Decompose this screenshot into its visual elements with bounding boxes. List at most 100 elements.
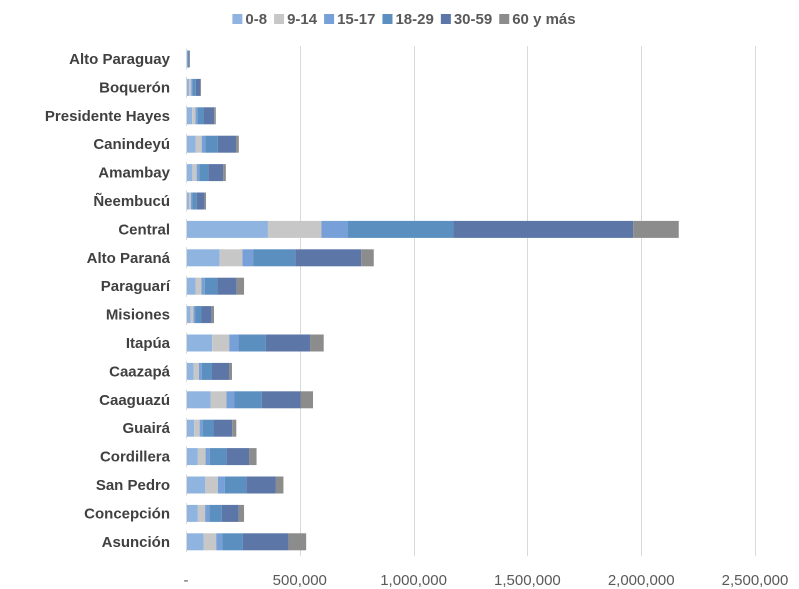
bar-segment [186,306,191,324]
bar-segment [188,192,192,210]
bar-segment [223,164,226,182]
legend-item: 30-59 [440,11,492,28]
legend-item: 9-14 [274,11,318,28]
bar-segment [189,78,192,96]
bar-segment [232,419,237,437]
x-tick-label: 500,000 [273,572,327,589]
bar-segment [205,135,218,153]
bar-segment [186,164,193,182]
bar-segment [194,419,200,437]
bar-segment [199,164,209,182]
bar-segment [238,504,245,522]
bar-segment [211,362,230,380]
bar-segment [196,192,205,210]
category-label: Concepción [84,505,170,522]
bar-segment [265,334,311,352]
x-tick-label: 1,000,000 [380,572,447,589]
bars [186,48,679,553]
bar-segment [242,533,289,551]
category-label: Guairá [122,420,170,437]
legend-swatch [324,14,335,24]
bar-segment [195,135,202,153]
bar-segment [216,533,223,551]
bar-segment [238,334,266,352]
bar-segment [229,362,232,380]
category-label: San Pedro [96,477,170,494]
bar-segment [186,533,204,551]
bar-segment [275,476,284,494]
bar-segment [196,164,200,182]
bar-segment [186,192,189,210]
bar-segment [222,533,243,551]
bar-segment [190,306,194,324]
category-label: Misiones [106,307,170,324]
bar-segment [186,419,195,437]
bar-segment [192,107,196,125]
bar-segment [221,504,239,522]
bar-segment [204,192,207,210]
bar-segment [186,220,268,238]
bar-segment [186,78,190,96]
legend-item: 18-29 [382,11,434,28]
bar-segment [201,306,212,324]
x-gridlines [300,46,756,556]
bar-segment [261,391,301,409]
bar-segment [209,504,222,522]
bar-segment [202,419,214,437]
bar-segment [234,391,262,409]
bar-segment [210,391,227,409]
category-label: Ñeembucú [93,192,170,210]
bar-segment [197,504,206,522]
bar-segment [217,277,237,295]
bar-segment [226,391,235,409]
bar-segment [226,448,250,466]
bar-segment [201,135,206,153]
legend-label: 15-17 [337,11,375,28]
category-label: Presidente Hayes [45,108,170,125]
x-tick-label: 2,000,000 [608,572,675,589]
x-axis-tick-labels: - 500,000 1,000,000 1,500,000 2,000,000 2,500… [184,572,789,589]
category-label: Alto Paraguay [69,51,171,68]
bar-segment [201,362,212,380]
legend-label: 0-8 [245,11,267,28]
bar-segment [217,135,237,153]
bar-segment [361,249,374,267]
legend-item: 0-8 [232,11,267,28]
bar-segment [211,306,214,324]
bar-segment [300,391,314,409]
bar-segment [192,192,197,210]
category-label: Itapúa [126,335,171,352]
bar-segment [229,334,239,352]
bar-segment [186,391,211,409]
bar-segment [246,476,276,494]
bar-segment [200,78,202,96]
bar-segment [193,362,199,380]
legend-label: 60 y más [512,11,575,28]
bar-segment [186,448,198,466]
category-label: Caazapá [109,363,171,380]
bar-segment [192,164,197,182]
bar-segment [217,476,225,494]
bar-segment [186,249,220,267]
bar-segment [186,504,198,522]
bar-segment [186,107,193,125]
bar-segment [236,135,239,153]
bar-segment [186,334,213,352]
legend-label: 30-59 [454,11,492,28]
category-label: Alto Paraná [87,250,171,267]
bar-segment [203,533,217,551]
legend: 0-8 9-14 15-17 18-29 30-59 60 y más [232,11,576,28]
bar-segment [214,107,216,125]
category-label: Asunción [102,534,170,551]
bar-segment [295,249,362,267]
bar-segment [186,362,194,380]
bar-segment [204,277,218,295]
legend-swatch [274,14,285,24]
legend-swatch [440,14,451,24]
bar-segment [212,334,230,352]
category-label: Caaguazú [99,392,170,409]
bar-segment [191,192,193,210]
category-label: Paraguarí [101,278,171,295]
bar-segment [224,476,247,494]
